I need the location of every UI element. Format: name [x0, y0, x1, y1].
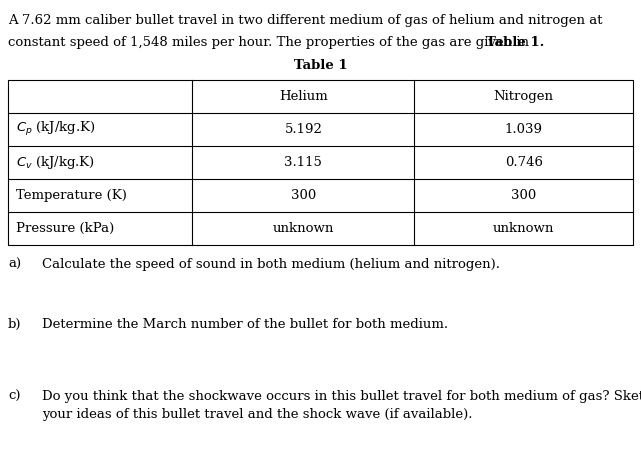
- Text: $C_p$ (kJ/kg.K): $C_p$ (kJ/kg.K): [16, 121, 96, 138]
- Text: 5.192: 5.192: [285, 123, 322, 136]
- Text: a): a): [8, 258, 21, 271]
- Text: constant speed of 1,548 miles per hour. The properties of the gas are given in: constant speed of 1,548 miles per hour. …: [8, 36, 533, 49]
- Text: unknown: unknown: [493, 222, 554, 235]
- Text: unknown: unknown: [272, 222, 334, 235]
- Text: 0.746: 0.746: [504, 156, 543, 169]
- Bar: [8, 80, 633, 245]
- Text: Table 1: Table 1: [294, 59, 347, 72]
- Text: Table 1.: Table 1.: [486, 36, 544, 49]
- Text: A 7.62 mm caliber bullet travel in two different medium of gas of helium and nit: A 7.62 mm caliber bullet travel in two d…: [8, 14, 603, 27]
- Text: 300: 300: [290, 189, 316, 202]
- Text: Pressure (kPa): Pressure (kPa): [16, 222, 114, 235]
- Text: 3.115: 3.115: [285, 156, 322, 169]
- Text: 1.039: 1.039: [504, 123, 543, 136]
- Text: c): c): [8, 390, 21, 403]
- Text: Do you think that the shockwave occurs in this bullet travel for both medium of : Do you think that the shockwave occurs i…: [42, 390, 641, 403]
- Text: b): b): [8, 318, 22, 331]
- Text: Helium: Helium: [279, 90, 328, 103]
- Text: Calculate the speed of sound in both medium (helium and nitrogen).: Calculate the speed of sound in both med…: [42, 258, 500, 271]
- Text: your ideas of this bullet travel and the shock wave (if available).: your ideas of this bullet travel and the…: [42, 408, 472, 421]
- Text: 300: 300: [511, 189, 537, 202]
- Text: Nitrogen: Nitrogen: [494, 90, 554, 103]
- Text: Determine the March number of the bullet for both medium.: Determine the March number of the bullet…: [42, 318, 448, 331]
- Text: Temperature (K): Temperature (K): [16, 189, 127, 202]
- Text: $C_v$ (kJ/kg.K): $C_v$ (kJ/kg.K): [16, 154, 95, 171]
